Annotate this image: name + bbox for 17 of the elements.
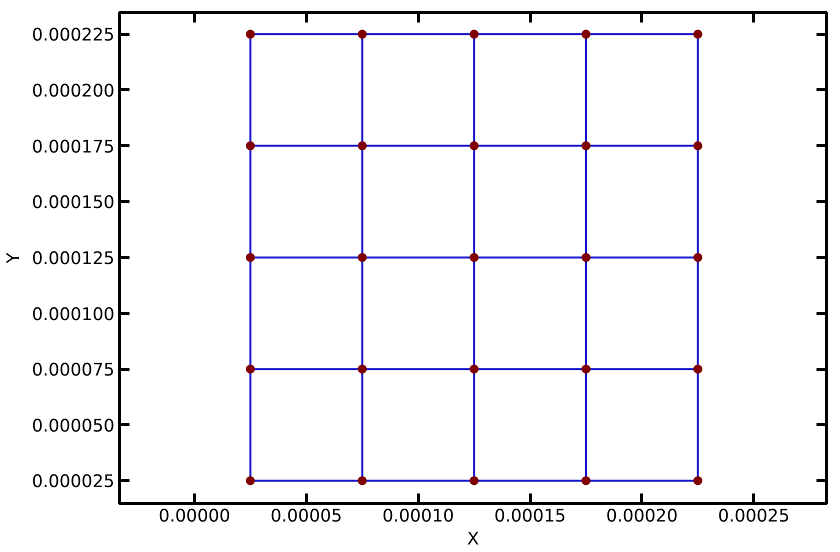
x-tick-label: 0.00025 [718, 506, 790, 526]
x-tick-label: 0.00015 [494, 506, 566, 526]
y-tick-label: 0.000225 [32, 26, 115, 46]
x-tick-label: 0.00010 [382, 506, 454, 526]
y-tick-label: 0.000175 [32, 137, 115, 158]
y-tick-label: 0.000150 [32, 193, 115, 214]
y-tick-label: 0.000125 [32, 248, 115, 269]
y-tick-label: 0.000200 [32, 81, 115, 102]
x-tick-label: 0.00005 [270, 506, 342, 526]
y-tick-label: 0.000025 [32, 472, 115, 492]
y-axis-title: Y [4, 252, 24, 264]
y-tick-label: 0.000100 [32, 304, 115, 325]
x-axis-title: X [467, 530, 480, 550]
x-tick-label: 0.00000 [158, 506, 230, 526]
y-tick-label: 0.000075 [32, 360, 115, 381]
x-tick-label: 0.00020 [606, 506, 678, 526]
y-tick-label: 0.000050 [32, 416, 115, 436]
